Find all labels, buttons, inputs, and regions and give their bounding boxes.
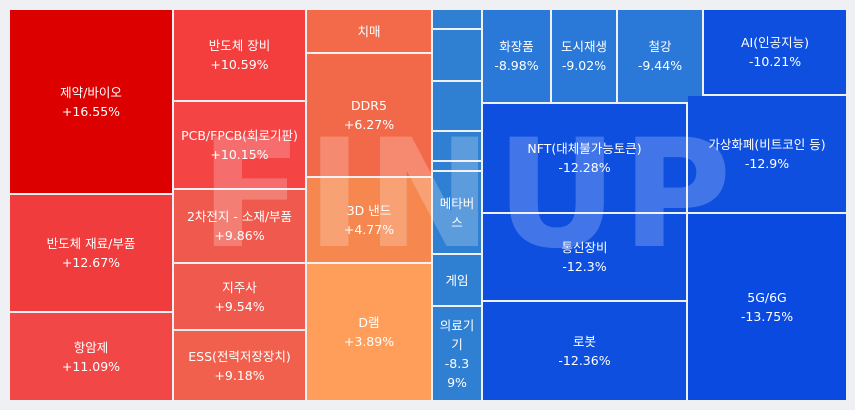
tile-value: +4.77% (343, 222, 395, 237)
tile-name: DDR5 (351, 98, 387, 113)
tile[interactable]: NFT(대체불가능토큰) -12.28% (483, 104, 686, 212)
tile[interactable]: ESS(전력저장장치) +9.18% (174, 331, 305, 400)
tile-name: 제약/바이오 (60, 84, 122, 100)
tile[interactable]: 통신장비 -12.3% (483, 214, 686, 300)
tile-name: 가상화폐(비트코인 등) (708, 137, 826, 152)
tile[interactable]: 지주사 +9.54% (174, 264, 305, 329)
tile-value: -12.28% (558, 160, 611, 175)
tile-name: 2차전지 - 소재/부품 (186, 209, 293, 224)
small-cell (433, 82, 481, 130)
small-cell (433, 30, 481, 80)
tile[interactable]: 가상화폐(비트코인 등) -12.9% (688, 96, 846, 212)
tile[interactable]: 반도체 재료/부품 +12.67% (10, 195, 172, 311)
tile-name: NFT(대체불가능토큰) (527, 141, 642, 156)
small-cell (433, 162, 481, 170)
tile-value: +12.67% (61, 255, 121, 270)
tile-name: 화장품 (499, 39, 534, 54)
tile-name: 의료기기 (439, 317, 475, 352)
tile[interactable]: D램 +3.89% (307, 264, 431, 400)
tile-name: 5G/6G (747, 290, 787, 305)
tile-value: -12.36% (558, 353, 611, 368)
tile-value: -8.39% (444, 355, 470, 390)
tile[interactable]: 게임 (433, 255, 481, 305)
tile-value: +9.18% (214, 367, 265, 383)
small-cell (433, 10, 481, 28)
tile-value: +10.15% (210, 147, 269, 162)
tile-name: 치매 (357, 23, 381, 39)
tile-value: +6.27% (343, 117, 395, 132)
tile-name: 메타버스 (439, 195, 475, 230)
tile-value: +16.55% (61, 103, 121, 119)
tile-value: -9.02% (561, 58, 607, 73)
tile[interactable]: 항암제 +11.09% (10, 313, 172, 400)
tile-name: 지주사 (222, 279, 257, 295)
tile-value: +9.86% (214, 228, 265, 243)
tile[interactable]: 5G/6G -13.75% (688, 214, 846, 400)
tile[interactable]: 2차전지 - 소재/부품 +9.86% (174, 190, 305, 262)
tile-name: AI(인공지능) (741, 35, 809, 50)
tile-name: 통신장비 (561, 240, 608, 255)
tile[interactable]: 메타버스 (433, 172, 481, 253)
tile[interactable]: 철강 -9.44% (618, 10, 702, 102)
tile-name: 반도체 장비 (208, 38, 271, 53)
tile[interactable]: 3D 낸드 +4.77% (307, 178, 431, 262)
tile-value: +11.09% (61, 358, 121, 374)
tile-name: 로봇 (572, 334, 596, 349)
tile-name: PCB/FPCB(회로기판) (181, 128, 298, 143)
tile[interactable]: 화장품 -8.98% (483, 10, 550, 102)
tile[interactable]: 로봇 -12.36% (483, 302, 686, 400)
tile-value: +3.89% (343, 334, 395, 349)
tile-name: 게임 (445, 272, 469, 288)
tile-name: 3D 낸드 (346, 203, 392, 218)
tile[interactable]: 반도체 장비 +10.59% (174, 10, 305, 100)
tile-value: +10.59% (210, 57, 269, 72)
tile[interactable]: 의료기기 -8.39% (433, 307, 481, 400)
tile-value: -12.3% (562, 259, 607, 274)
small-cell (433, 132, 481, 160)
tile[interactable]: DDR5 +6.27% (307, 54, 431, 176)
tile-value: +9.54% (214, 298, 265, 314)
tile-value: -10.21% (748, 54, 802, 69)
tile-value: -8.98% (494, 58, 539, 73)
tile-value: -13.75% (740, 309, 794, 324)
tile-value: -12.9% (744, 156, 790, 171)
tile-name: D램 (358, 315, 380, 330)
tile-value: -9.44% (637, 58, 683, 73)
tile-name: ESS(전력저장장치) (188, 348, 291, 364)
tile[interactable]: AI(인공지능) -10.21% (704, 10, 846, 94)
tile-name: 반도체 재료/부품 (46, 236, 136, 251)
tile[interactable]: 치매 (307, 10, 431, 52)
tile[interactable]: 도시재생 -9.02% (552, 10, 616, 102)
tile-name: 철강 (648, 39, 672, 54)
tile[interactable]: PCB/FPCB(회로기판) +10.15% (174, 102, 305, 188)
tile[interactable]: 제약/바이오 +16.55% (10, 10, 172, 193)
tile-name: 항암제 (73, 339, 109, 355)
tile-name: 도시재생 (560, 39, 607, 54)
